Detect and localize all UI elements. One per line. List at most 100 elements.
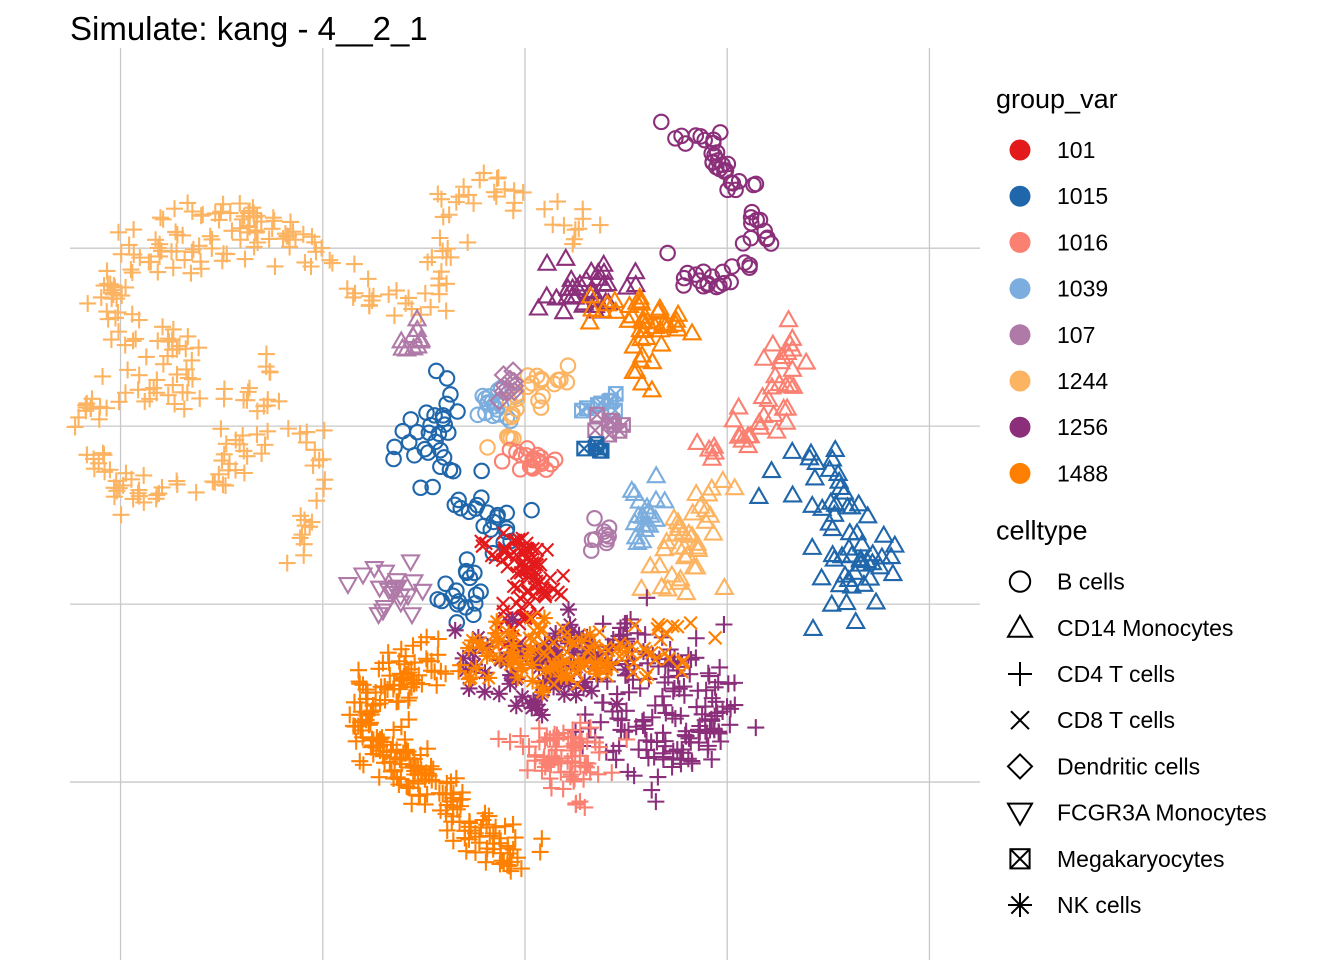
data-point: [400, 554, 421, 573]
data-point: [446, 621, 464, 639]
data-point: [748, 211, 766, 229]
data-point: [151, 209, 169, 227]
data-point: [123, 264, 141, 282]
cluster-1244-cd14-monocytes: [631, 469, 745, 601]
data-point: [671, 751, 689, 769]
data-point: [659, 244, 676, 262]
data-point: [624, 482, 645, 502]
data-point: [762, 235, 780, 252]
data-point: [604, 290, 626, 309]
data-point: [666, 710, 684, 728]
data-point: [412, 746, 430, 764]
data-point: [140, 253, 158, 271]
data-point: [781, 440, 803, 459]
data-point: [586, 733, 604, 751]
data-point: [149, 239, 167, 257]
data-point: [844, 561, 866, 580]
cluster-1016-b-cells: [493, 440, 564, 478]
data-point: [501, 441, 519, 459]
data-point: [625, 274, 647, 293]
legend-label: 1015: [1057, 183, 1108, 209]
data-point: [465, 606, 482, 624]
data-point: [475, 164, 493, 182]
data-point: [590, 743, 608, 761]
data-point: [385, 307, 403, 325]
data-point: [686, 431, 708, 451]
data-point: [460, 503, 478, 521]
data-point: [630, 328, 652, 347]
data-point: [523, 375, 541, 392]
legend-label: 1039: [1057, 276, 1108, 302]
data-point: [135, 493, 153, 511]
cluster-1244-cd4-t-cells: [258, 392, 334, 572]
legend-item-101: 101: [1009, 137, 1095, 163]
legend-label: CD4 T cells: [1057, 661, 1175, 687]
legend-item-1016: 1016: [1009, 229, 1108, 255]
data-point: [555, 247, 577, 266]
data-point: [370, 768, 388, 786]
data-point: [359, 270, 377, 288]
data-point: [420, 767, 438, 785]
data-point: [544, 216, 562, 234]
data-point: [402, 411, 420, 428]
data-point: [534, 387, 551, 405]
data-point: [482, 521, 500, 538]
cluster-107-b-cells: [582, 509, 618, 559]
data-point: [546, 451, 564, 469]
data-point: [98, 399, 116, 417]
data-point: [523, 501, 540, 519]
data-point: [293, 526, 311, 544]
data-point: [259, 422, 277, 440]
data-point: [248, 425, 266, 443]
legend-swatch: [1009, 231, 1031, 253]
data-point: [506, 579, 521, 594]
data-point: [430, 425, 448, 443]
data-point: [192, 260, 210, 278]
data-point: [190, 339, 208, 357]
data-point: [702, 522, 724, 541]
data-point: [401, 779, 419, 797]
data-point: [617, 702, 635, 720]
data-point: [387, 579, 408, 598]
data-point: [630, 292, 652, 311]
data-point: [770, 351, 792, 370]
data-point: [598, 653, 616, 671]
data-point: [603, 764, 621, 782]
data-point: [811, 567, 832, 586]
data-point: [836, 592, 857, 611]
data-point: [239, 383, 257, 401]
data-point: [782, 484, 803, 503]
legend-swatch: [1009, 416, 1031, 438]
data-point: [179, 369, 197, 387]
data-point: [182, 264, 200, 282]
legend-item-cd8-t-cells: CD8 T cells: [1010, 707, 1175, 733]
legend-shape-triangle-down-icon: [1006, 802, 1034, 827]
data-point: [119, 361, 137, 379]
data-point: [630, 741, 648, 759]
data-point: [303, 228, 321, 246]
data-points: [66, 113, 906, 880]
data-point: [766, 420, 788, 439]
data-point: [687, 629, 705, 647]
data-point: [718, 698, 736, 716]
data-point: [779, 374, 801, 393]
data-point: [218, 245, 236, 263]
data-point: [636, 720, 654, 738]
data-point: [354, 756, 372, 774]
data-point: [853, 573, 875, 592]
data-point: [438, 370, 456, 387]
data-point: [117, 278, 135, 296]
data-point: [713, 576, 735, 595]
data-point: [631, 372, 653, 391]
legend-item-nk-cells: NK cells: [1008, 892, 1141, 918]
data-point: [675, 582, 697, 601]
data-point: [699, 737, 717, 755]
data-point: [351, 694, 369, 712]
data-point: [456, 829, 474, 847]
data-point: [769, 373, 790, 392]
data-point: [432, 190, 450, 208]
data-point: [553, 301, 575, 320]
data-point: [187, 483, 205, 501]
data-point: [533, 683, 551, 701]
